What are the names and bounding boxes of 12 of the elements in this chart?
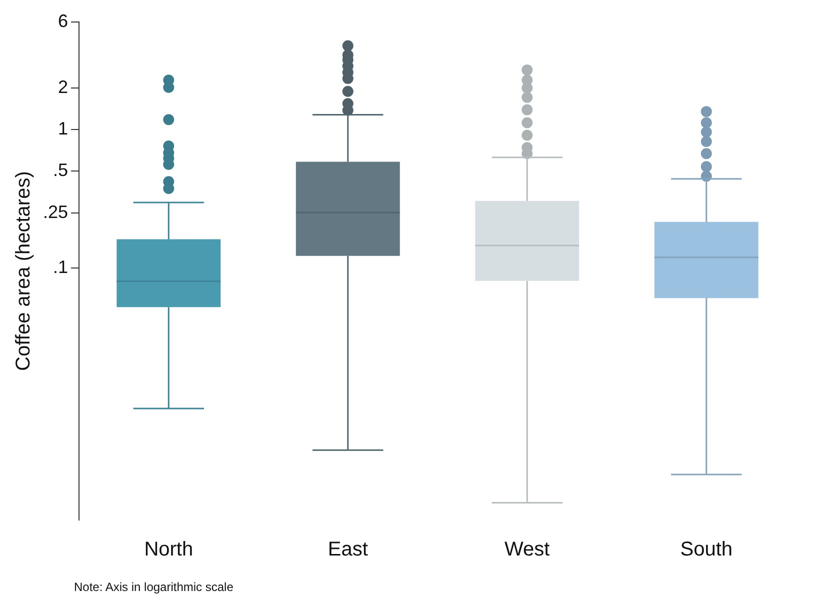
y-tick-label: .5 [53,160,68,180]
x-tick-label: West [504,538,550,561]
text: Note: Axis in logarithmic scale [74,580,234,594]
y-tick-label: 2 [58,76,68,97]
y-tick-label: .25 [42,202,68,222]
x-tick-label: East [328,538,368,561]
y-tick-label: 1 [58,118,68,139]
y-tick-label: 6 [58,10,68,31]
y-tick-label: .1 [53,256,68,277]
y-axis-title: Coffee area (hectares) [12,171,35,371]
x-tick-label: South [680,538,733,561]
x-tick-label: North [144,538,194,561]
